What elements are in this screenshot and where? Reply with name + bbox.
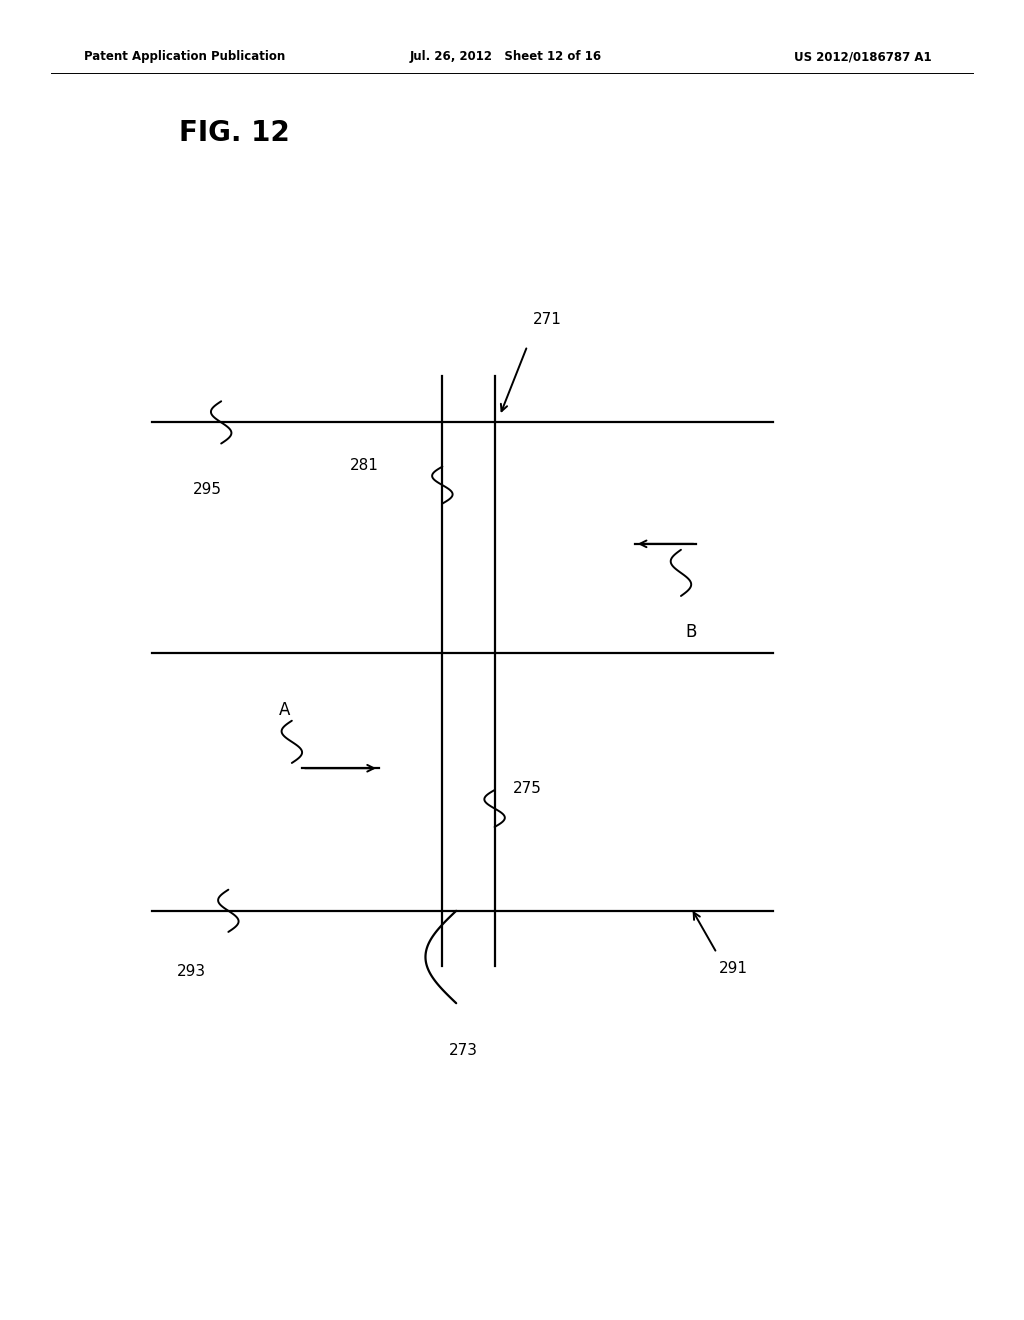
Text: Jul. 26, 2012   Sheet 12 of 16: Jul. 26, 2012 Sheet 12 of 16 — [410, 50, 602, 63]
Text: FIG. 12: FIG. 12 — [179, 119, 290, 147]
Text: 271: 271 — [532, 313, 561, 327]
Text: 275: 275 — [513, 781, 542, 796]
Text: 295: 295 — [193, 482, 221, 496]
Text: US 2012/0186787 A1: US 2012/0186787 A1 — [795, 50, 932, 63]
Text: Patent Application Publication: Patent Application Publication — [84, 50, 286, 63]
Text: B: B — [685, 623, 697, 642]
Text: 291: 291 — [719, 961, 748, 975]
Text: 293: 293 — [177, 964, 206, 978]
Text: 273: 273 — [449, 1043, 478, 1057]
Text: A: A — [279, 701, 290, 719]
Text: 281: 281 — [350, 458, 379, 473]
